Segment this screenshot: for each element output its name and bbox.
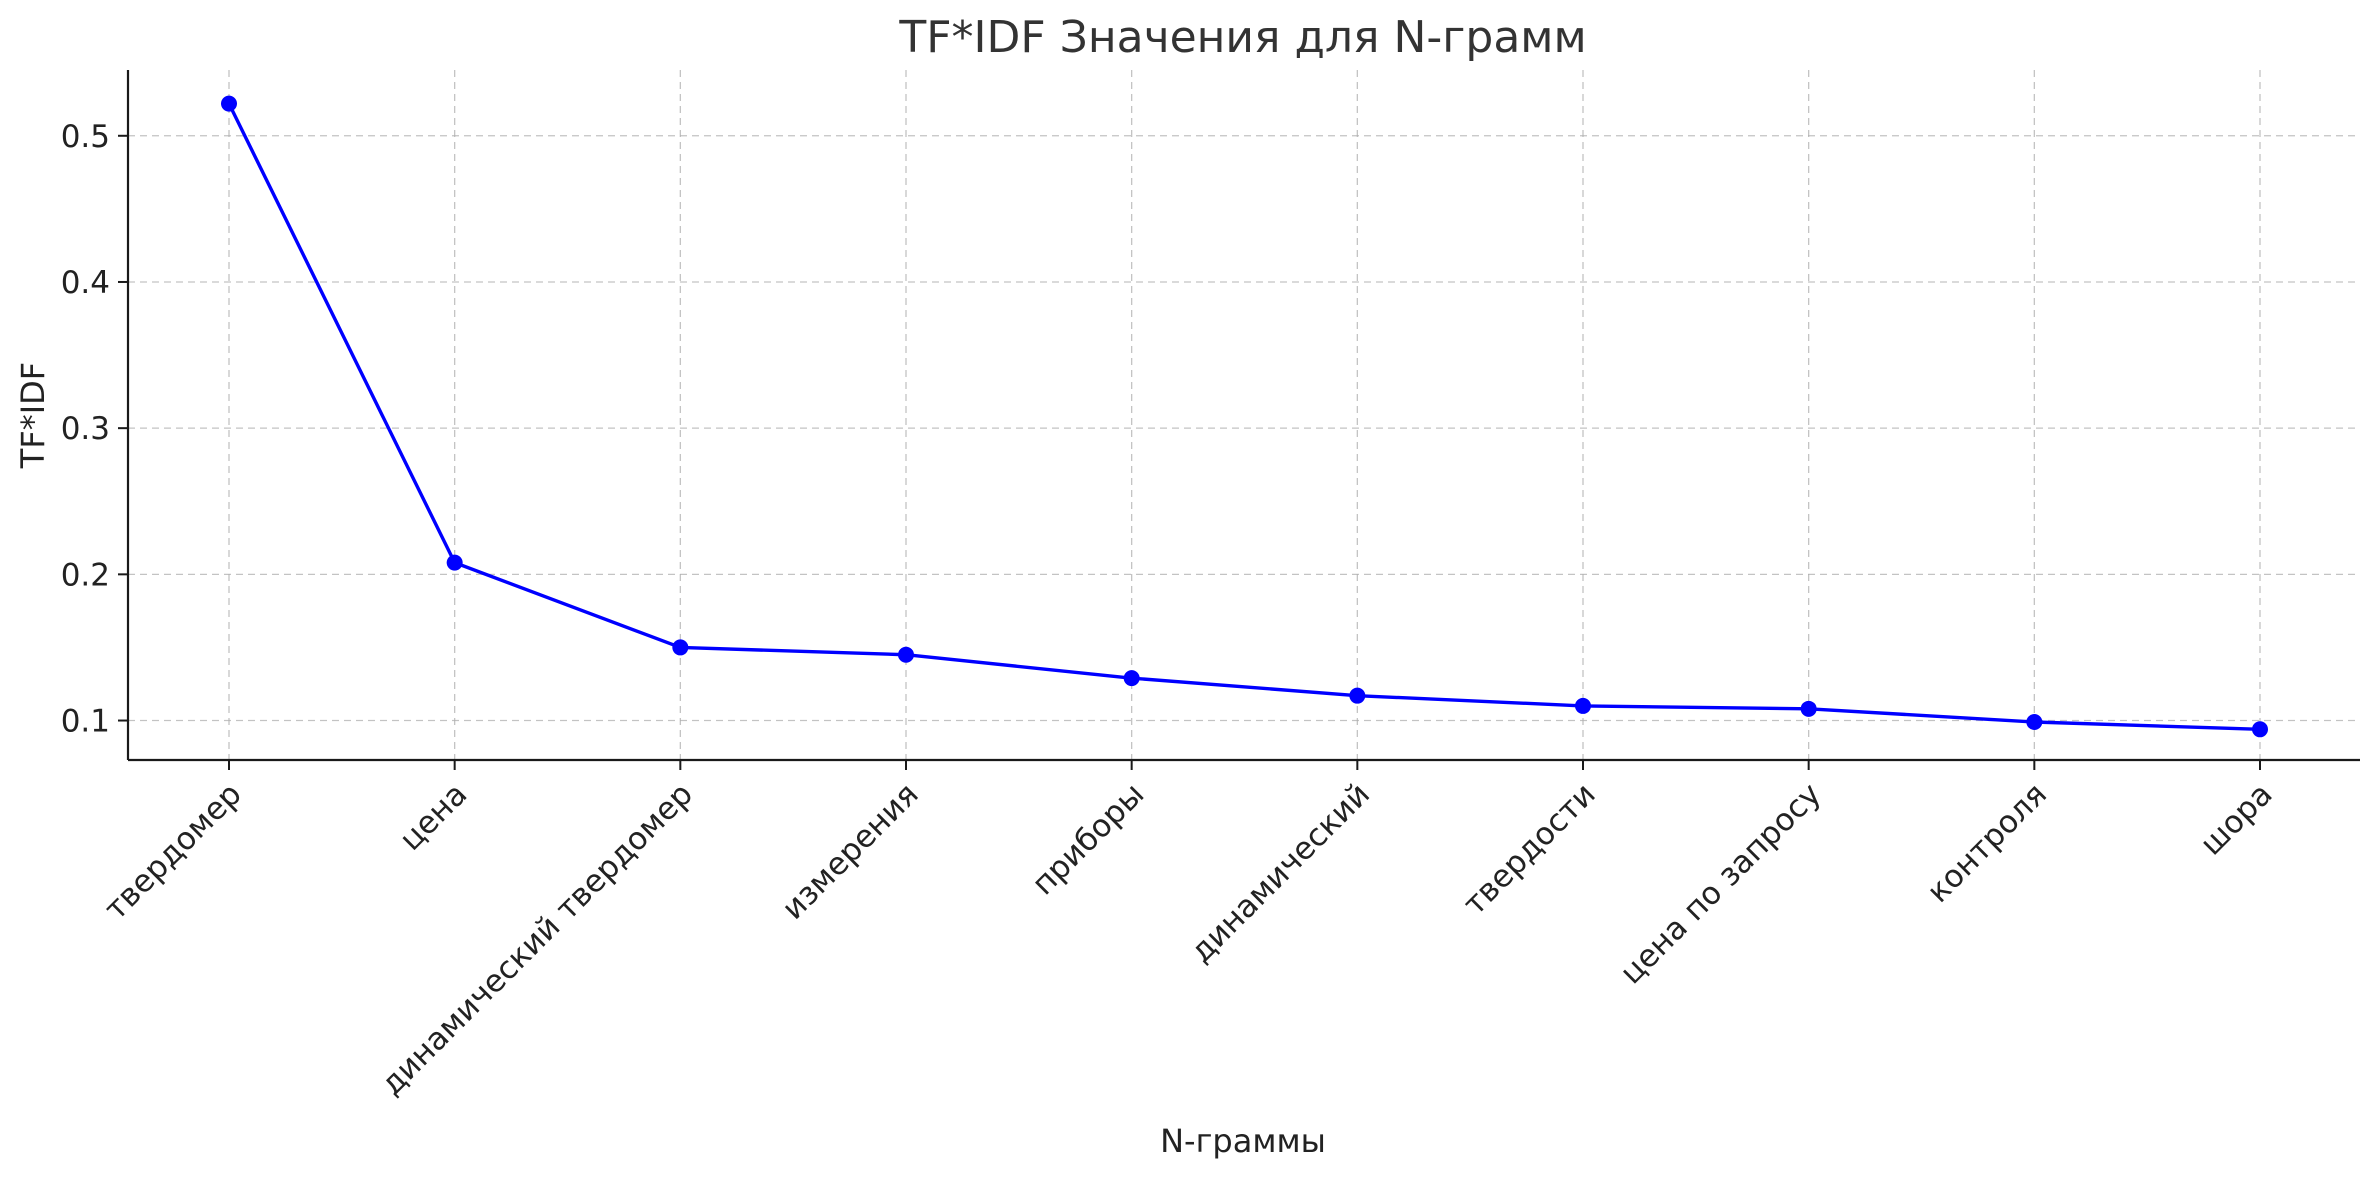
- x-tick-label: измерения: [775, 776, 926, 927]
- x-tick-label: контроля: [1920, 776, 2054, 910]
- axes: [118, 70, 2360, 770]
- data-point: [1800, 700, 1817, 717]
- x-tick-label: приборы: [1025, 776, 1151, 902]
- y-tick-label: 0.5: [61, 119, 110, 155]
- x-tick-label: твердости: [1456, 776, 1602, 922]
- y-tick-label: 0.3: [61, 411, 110, 447]
- data-point: [446, 554, 463, 571]
- x-tick-label: шора: [2193, 776, 2279, 862]
- series-line: [227, 102, 2261, 731]
- data-point: [221, 95, 237, 112]
- x-tick-label: цена по запросу: [1613, 776, 1828, 991]
- chart-title: TF*IDF Значения для N-грамм: [898, 12, 1586, 63]
- y-tick-label: 0.1: [61, 704, 110, 740]
- x-tick-label: динамический: [1183, 776, 1377, 970]
- data-point: [1349, 687, 1366, 704]
- data-point: [2252, 721, 2268, 738]
- y-tick-label: 0.2: [61, 557, 110, 593]
- grid: [128, 70, 2360, 760]
- x-axis-title: N-граммы: [1160, 1122, 1326, 1160]
- data-point: [1123, 670, 1140, 687]
- data-point: [672, 639, 689, 656]
- x-tick-label: цена: [393, 776, 475, 858]
- data-point: [2026, 713, 2043, 730]
- data-point: [1575, 697, 1591, 714]
- x-tick-label: твердомер: [98, 776, 249, 927]
- data-point: [898, 646, 914, 663]
- series: [221, 95, 2268, 738]
- y-tick-label: 0.4: [61, 265, 110, 301]
- y-axis-title: TF*IDF: [14, 362, 52, 469]
